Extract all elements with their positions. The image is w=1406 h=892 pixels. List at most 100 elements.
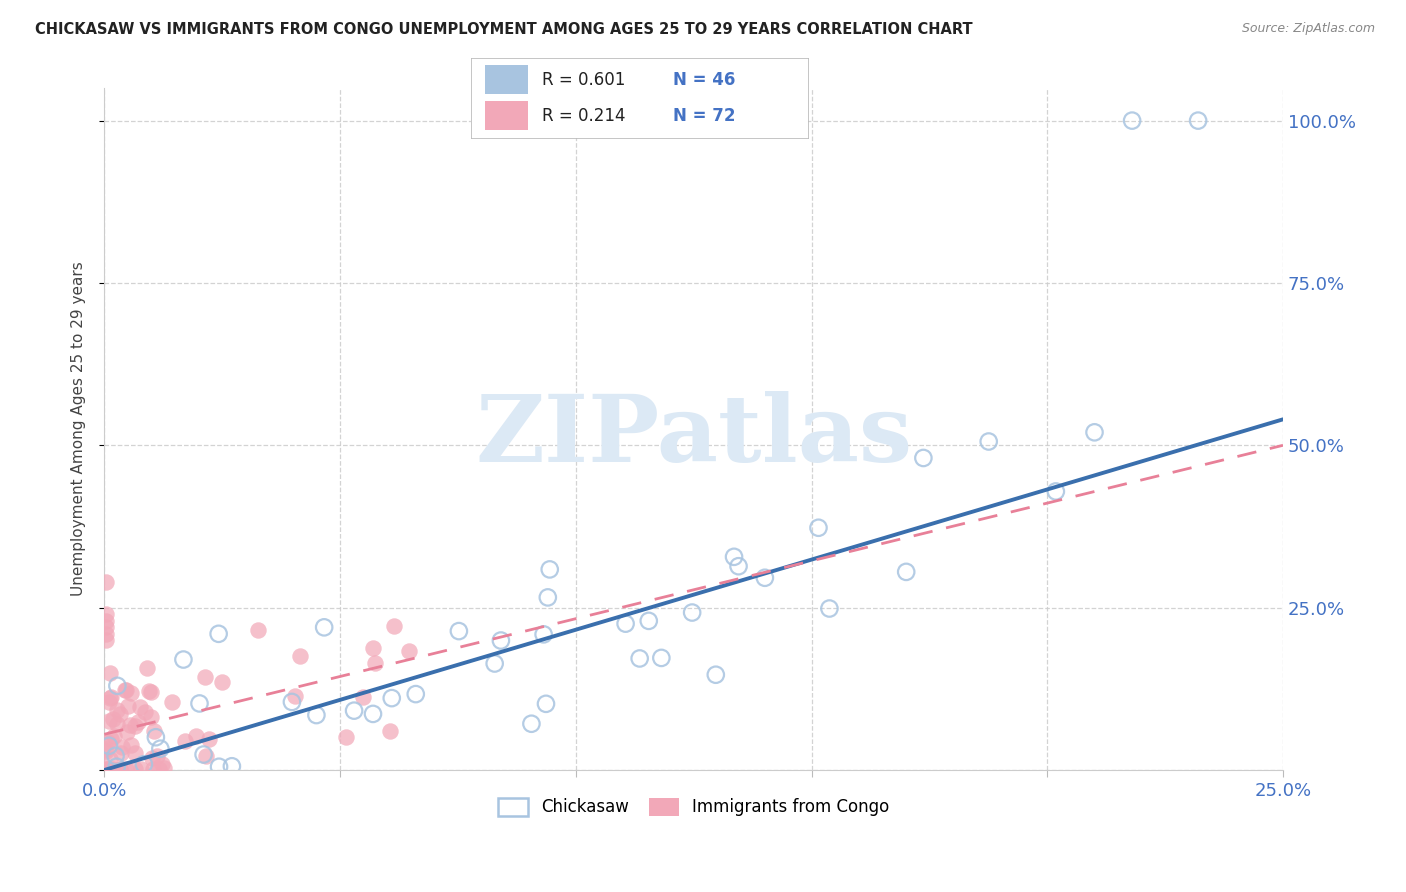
Point — [193, 747, 215, 762]
Point — [364, 657, 387, 671]
Point — [94, 633, 117, 648]
Point — [361, 640, 384, 655]
Point — [194, 670, 217, 684]
Point — [628, 651, 651, 665]
Point — [97, 735, 120, 749]
Point — [405, 687, 427, 701]
FancyBboxPatch shape — [485, 102, 529, 130]
Point — [115, 724, 138, 739]
Point — [114, 682, 136, 697]
Point — [132, 757, 155, 772]
Point — [114, 682, 136, 697]
Point — [681, 606, 703, 620]
Point — [94, 574, 117, 589]
Y-axis label: Unemployment Among Ages 25 to 29 years: Unemployment Among Ages 25 to 29 years — [72, 261, 86, 597]
Point — [127, 715, 149, 730]
Point — [105, 702, 128, 716]
Point — [129, 699, 152, 714]
Text: R = 0.214: R = 0.214 — [541, 107, 626, 125]
Point — [343, 704, 366, 718]
Point — [115, 762, 138, 776]
Point — [103, 729, 125, 743]
Text: ZIPatlas: ZIPatlas — [475, 391, 912, 481]
Point — [381, 691, 404, 706]
Point — [108, 762, 131, 776]
Point — [100, 762, 122, 776]
Point — [97, 762, 120, 776]
Point — [896, 565, 918, 579]
Text: Source: ZipAtlas.com: Source: ZipAtlas.com — [1241, 22, 1375, 36]
Point — [195, 749, 218, 764]
Point — [139, 709, 162, 723]
Text: N = 46: N = 46 — [673, 70, 735, 88]
Point — [124, 746, 146, 760]
Point — [614, 616, 637, 631]
Point — [146, 749, 169, 764]
Point — [139, 684, 162, 698]
Point — [173, 734, 195, 748]
Point — [104, 748, 127, 763]
Point — [484, 657, 506, 671]
Text: CHICKASAW VS IMMIGRANTS FROM CONGO UNEMPLOYMENT AMONG AGES 25 TO 29 YEARS CORREL: CHICKASAW VS IMMIGRANTS FROM CONGO UNEMP… — [35, 22, 973, 37]
Point — [98, 690, 121, 705]
Point — [152, 761, 174, 775]
Point — [537, 591, 560, 605]
Point — [335, 730, 357, 744]
Point — [188, 697, 211, 711]
Point — [134, 705, 156, 719]
Point — [138, 684, 160, 698]
Point — [96, 744, 118, 758]
Point — [305, 708, 328, 723]
Point — [284, 689, 307, 703]
Point — [650, 651, 672, 665]
Point — [141, 750, 163, 764]
Point — [98, 665, 121, 680]
Point — [120, 718, 142, 732]
Point — [98, 739, 121, 753]
Point — [378, 723, 401, 738]
Point — [143, 723, 166, 738]
Text: R = 0.601: R = 0.601 — [541, 70, 626, 88]
Point — [98, 752, 121, 766]
Point — [97, 762, 120, 776]
Point — [98, 695, 121, 709]
Point — [977, 434, 1000, 449]
Point — [110, 746, 132, 760]
Point — [148, 762, 170, 776]
Point — [124, 762, 146, 776]
Point — [246, 623, 269, 637]
Point — [103, 712, 125, 726]
Point — [534, 697, 557, 711]
Point — [108, 762, 131, 776]
Point — [1121, 113, 1143, 128]
Point — [520, 716, 543, 731]
Text: N = 72: N = 72 — [673, 107, 735, 125]
Point — [97, 714, 120, 728]
Point — [117, 698, 139, 713]
Point — [100, 690, 122, 704]
Point — [172, 652, 194, 666]
Point — [912, 450, 935, 465]
FancyBboxPatch shape — [485, 65, 529, 95]
Point — [208, 760, 231, 774]
Point — [120, 738, 142, 752]
Point — [754, 571, 776, 585]
Point — [1187, 113, 1209, 128]
Point — [96, 742, 118, 756]
Point — [352, 690, 374, 705]
Point — [807, 521, 830, 535]
Point — [818, 601, 841, 615]
Point — [94, 626, 117, 640]
Point — [124, 719, 146, 733]
Point — [105, 760, 128, 774]
Point — [1083, 425, 1105, 440]
Point — [489, 633, 512, 648]
Point — [105, 717, 128, 731]
Point — [145, 730, 167, 744]
Point — [382, 619, 405, 633]
Point — [120, 685, 142, 699]
Point — [142, 762, 165, 776]
Point — [398, 644, 420, 658]
Point — [160, 695, 183, 709]
Point — [447, 624, 470, 639]
